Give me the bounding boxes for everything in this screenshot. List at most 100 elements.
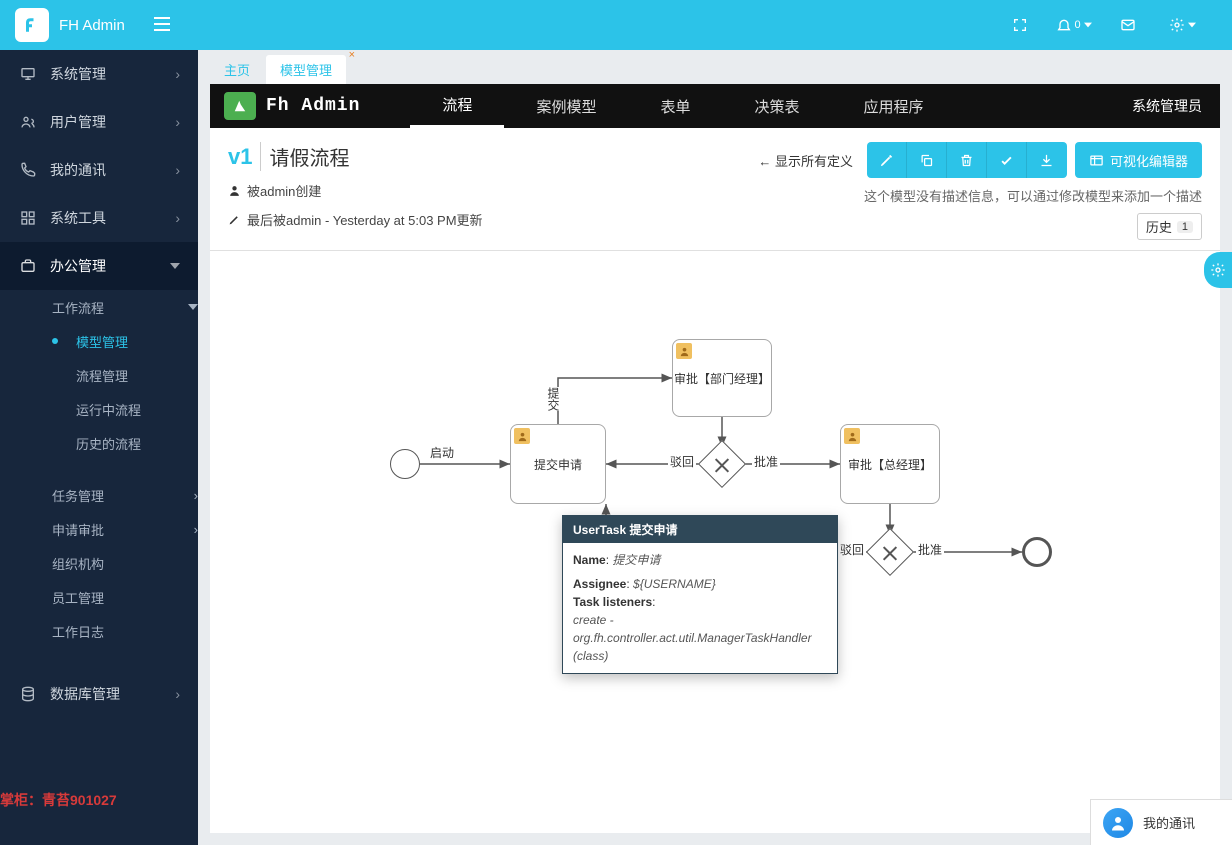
pencil-icon — [228, 213, 241, 226]
history-button[interactable]: 历史1 — [1137, 213, 1202, 240]
tooltip-assignee-key: Assignee — [573, 577, 626, 591]
check-button[interactable] — [987, 142, 1027, 178]
chat-float-button[interactable]: 我的通讯 — [1090, 799, 1232, 845]
flow-start[interactable] — [390, 449, 420, 479]
node-dept-approve[interactable]: 审批【部门经理】 — [672, 339, 772, 417]
edge-label-reject-2: 驳回 — [838, 541, 866, 558]
history-count: 1 — [1177, 221, 1193, 233]
nav-user[interactable]: 系统管理员 — [1132, 96, 1202, 116]
show-all-link[interactable]: ← 显示所有定义 — [758, 151, 853, 170]
chevron-right-icon: › — [175, 686, 180, 702]
chevron-right-icon: › — [175, 66, 180, 82]
nav-decision[interactable]: 决策表 — [722, 84, 831, 128]
app-logo[interactable] — [15, 8, 49, 42]
flowable-brand: Fh Admin — [266, 96, 360, 116]
sidebar-item-contact[interactable]: 我的通讯› — [0, 146, 198, 194]
sidebar-label: 申请审批 — [52, 520, 104, 539]
sidebar-sub-org[interactable]: 组织机构 — [0, 546, 198, 580]
tooltip-assignee-val: ${USERNAME} — [633, 577, 716, 591]
chevron-right-icon: › — [175, 162, 180, 178]
chevron-down-icon — [170, 258, 180, 274]
description-text: 这个模型没有描述信息，可以通过修改模型来添加一个描述 — [758, 186, 1202, 205]
sidebar-label: 工作流程 — [52, 298, 104, 317]
user-task-icon — [514, 428, 530, 444]
visual-editor-button[interactable]: 可视化编辑器 — [1075, 142, 1202, 178]
node-tooltip: UserTask 提交申请 Name: 提交申请 Assignee: ${USE… — [562, 515, 838, 674]
sidebar-label: 流程管理 — [76, 366, 128, 385]
sidebar-label: 模型管理 — [76, 332, 128, 351]
tooltip-listeners-key: Task listeners — [573, 595, 652, 609]
gateway-2[interactable] — [866, 528, 914, 576]
sidebar-sub-process-manage[interactable]: 流程管理 — [0, 358, 198, 392]
nav-form[interactable]: 表单 — [628, 84, 722, 128]
tab-home[interactable]: 主页 — [210, 55, 264, 84]
copy-button[interactable] — [907, 142, 947, 178]
sidebar-label: 组织机构 — [52, 554, 104, 573]
edge-label-approve-1: 批准 — [752, 453, 780, 470]
tab-model-manage[interactable]: 模型管理 — [266, 55, 346, 84]
avatar-icon — [1103, 808, 1133, 838]
side-settings-button[interactable] — [1204, 252, 1232, 288]
sidebar-label: 系统工具 — [50, 208, 106, 228]
sidebar-sub-apply[interactable]: 申请审批› — [0, 512, 198, 546]
edit-button[interactable] — [867, 142, 907, 178]
sidebar-sub-workflow[interactable]: 工作流程 — [0, 290, 198, 324]
sidebar-label: 用户管理 — [50, 112, 106, 132]
sidebar-label: 办公管理 — [50, 256, 106, 276]
sidebar-sub-running[interactable]: 运行中流程 — [0, 392, 198, 426]
user-icon — [228, 184, 241, 197]
sidebar-item-database[interactable]: 数据库管理› — [0, 670, 198, 718]
fullscreen-button[interactable] — [1000, 8, 1040, 42]
sidebar-item-users[interactable]: 用户管理 › — [0, 98, 198, 146]
mail-button[interactable] — [1108, 8, 1148, 42]
app-name: FH Admin — [59, 17, 125, 34]
edge-label-approve-2: 批准 — [916, 541, 944, 558]
tooltip-header: UserTask 提交申请 — [563, 516, 837, 543]
modified-text: 最后被admin - Yesterday at 5:03 PM更新 — [247, 210, 483, 229]
page-title: 请假流程 — [260, 142, 349, 171]
users-icon — [18, 114, 38, 130]
sidebar-sub-history[interactable]: 历史的流程 — [0, 426, 198, 460]
grid-icon — [18, 210, 38, 226]
node-label: 提交申请 — [534, 456, 582, 473]
node-submit[interactable]: 提交申请 — [510, 424, 606, 504]
sidebar-label: 任务管理 — [52, 486, 104, 505]
user-task-icon — [676, 343, 692, 359]
chat-label: 我的通讯 — [1143, 813, 1195, 832]
delete-button[interactable] — [947, 142, 987, 178]
gateway-1[interactable] — [698, 440, 746, 488]
sidebar-item-office[interactable]: 办公管理 — [0, 242, 198, 290]
flow-canvas[interactable]: 启动 提交申请 审批【部门经理】 提交 驳回 批准 审批【总经理】 驳回 批准 — [210, 257, 1220, 817]
notifications-button[interactable]: 0 — [1046, 8, 1102, 42]
menu-toggle-icon[interactable] — [147, 11, 177, 40]
nav-app[interactable]: 应用程序 — [831, 84, 955, 128]
notification-count: 0 — [1074, 19, 1080, 31]
flow-end[interactable] — [1022, 537, 1052, 567]
nav-process[interactable]: 流程 — [410, 84, 504, 128]
sidebar-sub-staff[interactable]: 员工管理 — [0, 580, 198, 614]
sidebar-sub-model-manage[interactable]: 模型管理 — [0, 324, 198, 358]
flowable-logo — [224, 92, 256, 120]
chevron-right-icon: › — [175, 210, 180, 226]
database-icon — [18, 686, 38, 702]
node-gm-approve[interactable]: 审批【总经理】 — [840, 424, 940, 504]
sidebar-sub-log[interactable]: 工作日志 — [0, 614, 198, 648]
chevron-down-icon — [188, 300, 198, 315]
sidebar-label: 历史的流程 — [76, 434, 141, 453]
sidebar-label: 系统管理 — [50, 64, 106, 84]
user-task-icon — [844, 428, 860, 444]
sidebar-item-tools[interactable]: 系统工具 › — [0, 194, 198, 242]
sidebar-item-system[interactable]: 系统管理 › — [0, 50, 198, 98]
sidebar-label: 员工管理 — [52, 588, 104, 607]
tooltip-name-val: 提交申请 — [612, 553, 660, 567]
download-button[interactable] — [1027, 142, 1067, 178]
edge-label-start: 启动 — [428, 444, 456, 461]
tooltip-listeners-val: create - org.fh.controller.act.util.Mana… — [573, 613, 812, 663]
sidebar-label: 运行中流程 — [76, 400, 141, 419]
sidebar-sub-task[interactable]: 任务管理› — [0, 478, 198, 512]
monitor-icon — [18, 66, 38, 82]
chevron-right-icon: › — [175, 114, 180, 130]
nav-case-model[interactable]: 案例模型 — [504, 84, 628, 128]
version-tag: v1 — [228, 144, 252, 170]
settings-button[interactable] — [1154, 8, 1210, 42]
